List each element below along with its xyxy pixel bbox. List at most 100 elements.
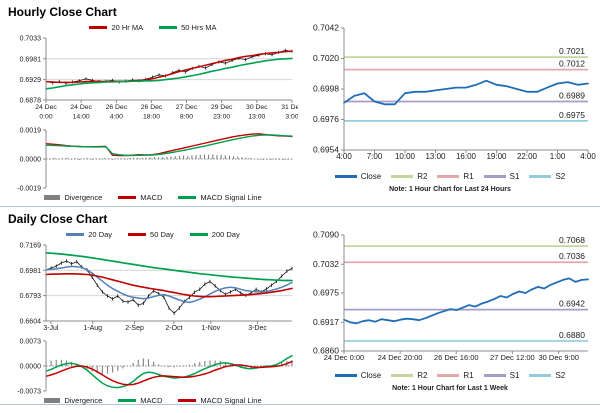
svg-text:0.6604: 0.6604	[20, 319, 42, 326]
legend-swatch	[128, 232, 147, 236]
legend-swatch	[189, 232, 208, 236]
svg-text:0.6998: 0.6998	[313, 84, 339, 94]
legend-label: 200 Day	[211, 229, 240, 239]
svg-text:23:00: 23:00	[213, 113, 230, 120]
legend-swatch	[437, 374, 460, 377]
legend-item-s2: S2	[529, 371, 565, 380]
section-divider-top	[0, 206, 600, 207]
svg-text:4:00: 4:00	[336, 152, 352, 161]
legend-label: MACD	[140, 395, 163, 405]
legend-swatch	[118, 195, 137, 199]
svg-text:0.6975: 0.6975	[559, 110, 585, 120]
svg-text:16:00: 16:00	[456, 152, 477, 161]
legend-swatch	[483, 175, 506, 178]
svg-text:0.7042: 0.7042	[313, 23, 339, 33]
legend-item-close: Close	[334, 172, 381, 181]
svg-text:0.6981: 0.6981	[20, 56, 42, 63]
daily-pivot-legend: Close R2 R1 S1 S2	[300, 369, 600, 382]
legend-swatch	[334, 175, 357, 178]
section-divider-bottom	[0, 404, 600, 405]
legend-label: R2	[417, 172, 428, 181]
daily-pivot-chart: 0.7068 0.7036 0.6942 0.6880 0.7090 0.7032 0.69…	[313, 230, 589, 362]
legend-label: S2	[555, 172, 566, 181]
svg-text:0.7032: 0.7032	[313, 259, 339, 269]
legend-item-macd-signal-line: MACD Signal Line	[178, 192, 262, 202]
legend-item-r1: R1	[437, 371, 474, 380]
legend-swatch	[66, 232, 85, 236]
legend-label: 20 Hr MA	[111, 22, 144, 32]
svg-text:10:00: 10:00	[395, 152, 416, 161]
legend-label: MACD Signal Line	[200, 192, 262, 202]
legend-swatch	[529, 374, 552, 377]
legend-label: MACD Signal Line	[200, 395, 262, 405]
svg-text:3:00: 3:00	[285, 113, 298, 120]
daily-macd-legend: Divergence MACD MACD Signal Line	[6, 395, 300, 405]
svg-text:0.7012: 0.7012	[559, 59, 585, 69]
svg-text:0.6878: 0.6878	[20, 98, 42, 105]
svg-text:0.6954: 0.6954	[313, 145, 339, 155]
svg-text:27 Dec 12:00: 27 Dec 12:00	[490, 353, 535, 362]
legend-item-s2: S2	[529, 172, 565, 181]
svg-text:1-Aug: 1-Aug	[83, 325, 102, 332]
hourly-pivot-legend: Close R2 R1 S1 S2	[300, 170, 600, 183]
legend-swatch	[159, 25, 178, 29]
svg-text:24 Dec 20:00: 24 Dec 20:00	[378, 353, 423, 362]
svg-text:0.7036: 0.7036	[559, 251, 585, 261]
svg-text:0.0019: 0.0019	[20, 128, 42, 135]
legend-item-divergence: Divergence	[44, 396, 102, 405]
legend-swatch	[178, 398, 197, 402]
legend-item-200-day: 200 Day	[189, 229, 240, 239]
svg-text:31 Dec: 31 Dec	[281, 104, 298, 111]
svg-text:2-Oct: 2-Oct	[165, 325, 182, 332]
svg-text:0.6981: 0.6981	[20, 268, 42, 275]
legend-swatch	[44, 194, 61, 200]
legend-swatch	[118, 398, 137, 402]
legend-label: S1	[509, 172, 520, 181]
hourly-ma-legend: 20 Hr MA 50 Hrs MA	[6, 22, 300, 32]
hourly-pivot-panel: 0.7021 0.7012 0.6989 0.6975 0.7042 0.7020 0.69…	[300, 0, 600, 206]
top-row: Hourly Close Chart 20 Hr MA 50 Hrs MA 0.7…	[0, 0, 600, 206]
svg-text:0:00: 0:00	[39, 113, 52, 120]
legend-item-r2: R2	[391, 172, 427, 181]
svg-text:26 Dec 16:00: 26 Dec 16:00	[434, 353, 479, 362]
svg-text:0.6917: 0.6917	[313, 317, 339, 327]
legend-swatch	[437, 175, 460, 178]
legend-swatch	[391, 175, 414, 178]
svg-text:24 Dec: 24 Dec	[70, 104, 92, 111]
svg-text:3-Jul: 3-Jul	[43, 325, 59, 332]
svg-text:0.6942: 0.6942	[559, 299, 585, 309]
daily-chart-title: Daily Close Chart	[8, 212, 108, 226]
svg-text:14:00: 14:00	[73, 113, 90, 120]
svg-text:0.6976: 0.6976	[313, 114, 339, 124]
svg-text:0.0000: 0.0000	[20, 364, 42, 371]
svg-text:24 Dec 0:00: 24 Dec 0:00	[324, 353, 364, 362]
legend-item-r1: R1	[437, 172, 474, 181]
svg-text:13:00: 13:00	[425, 152, 446, 161]
legend-label: R1	[463, 371, 474, 380]
legend-label: Close	[360, 371, 382, 380]
svg-text:4:00: 4:00	[580, 152, 596, 161]
svg-text:3-Dec: 3-Dec	[248, 325, 267, 332]
svg-text:-0.0019: -0.0019	[17, 186, 41, 192]
legend-item-s1: S1	[483, 371, 519, 380]
svg-text:26 Dec: 26 Dec	[106, 104, 128, 111]
bottom-row: Daily Close Chart 20 Day 50 Day 200 Day 0.…	[0, 207, 600, 405]
svg-text:8:00: 8:00	[180, 113, 193, 120]
svg-text:4:00: 4:00	[110, 113, 123, 120]
daily-macd-chart: 0.0073 0.0000 -0.0073	[17, 339, 293, 395]
legend-swatch	[483, 374, 506, 377]
svg-text:19:00: 19:00	[486, 152, 507, 161]
svg-text:0.6975: 0.6975	[313, 288, 339, 298]
legend-label: S2	[555, 371, 566, 380]
legend-item-50-day: 50 Day	[128, 230, 174, 239]
svg-text:13:00: 13:00	[248, 113, 265, 120]
svg-text:0.6860: 0.6860	[313, 346, 339, 356]
legend-item-close: Close	[334, 371, 382, 380]
svg-text:0.0000: 0.0000	[20, 157, 42, 164]
hourly-pivot-note: Note: 1 Hour Chart for Last 24 Hours	[389, 186, 511, 193]
svg-text:30 Dec 9:00: 30 Dec 9:00	[538, 353, 578, 362]
legend-label: Divergence	[64, 395, 103, 405]
